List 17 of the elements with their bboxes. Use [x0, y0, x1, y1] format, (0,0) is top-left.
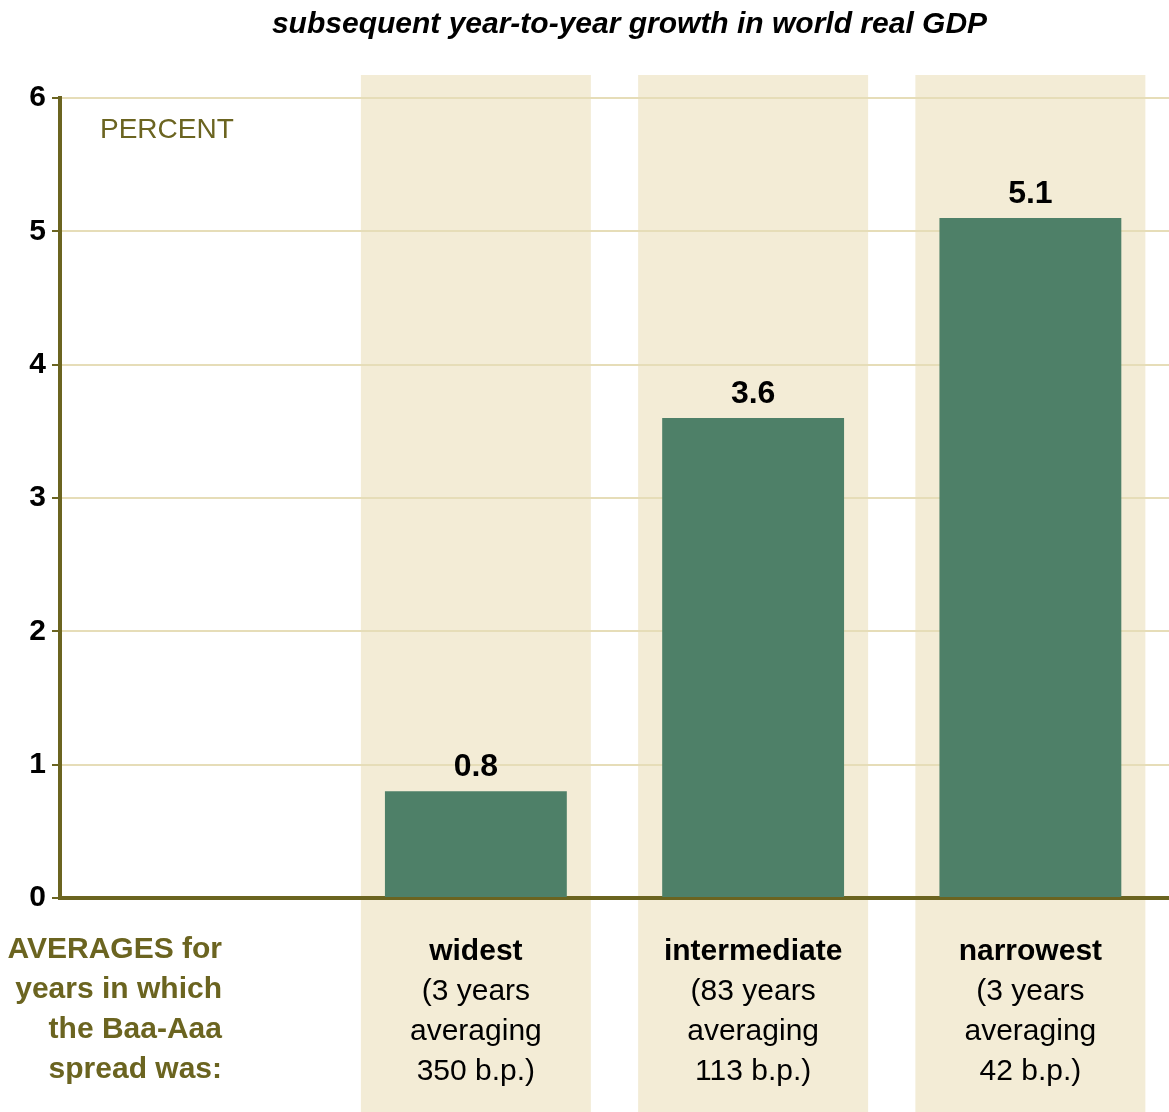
x-tick-label: narrowest (3 years averaging 42 b.p.) [958, 933, 1103, 1087]
y-tick-label: 5 [29, 212, 46, 246]
data-label: 0.8 [453, 747, 499, 784]
y-tick-label: 2 [29, 612, 46, 646]
y-tick-label: 6 [29, 79, 46, 113]
y-tick-label: 1 [29, 745, 46, 779]
x-tick-label: widest (3 years averaging 350 b.p.) [409, 933, 542, 1087]
y-axis-title: PERCENT [100, 112, 234, 144]
y-tick-label: 3 [29, 479, 46, 513]
chart-title: subsequent year-to-year growth in world real GDP [271, 6, 989, 40]
x-tick-label: intermediate (83 years averaging 113 b.p.) [663, 933, 843, 1087]
y-tick-label: 4 [29, 345, 47, 379]
y-tick-label: 0 [29, 879, 46, 913]
data-label: 5.1 [1008, 173, 1053, 210]
x-axis-title: AVERAGES for years in which the Baa-Aaa spread was: [7, 931, 223, 1085]
bar [384, 791, 567, 897]
data-label: 3.6 [730, 373, 776, 410]
